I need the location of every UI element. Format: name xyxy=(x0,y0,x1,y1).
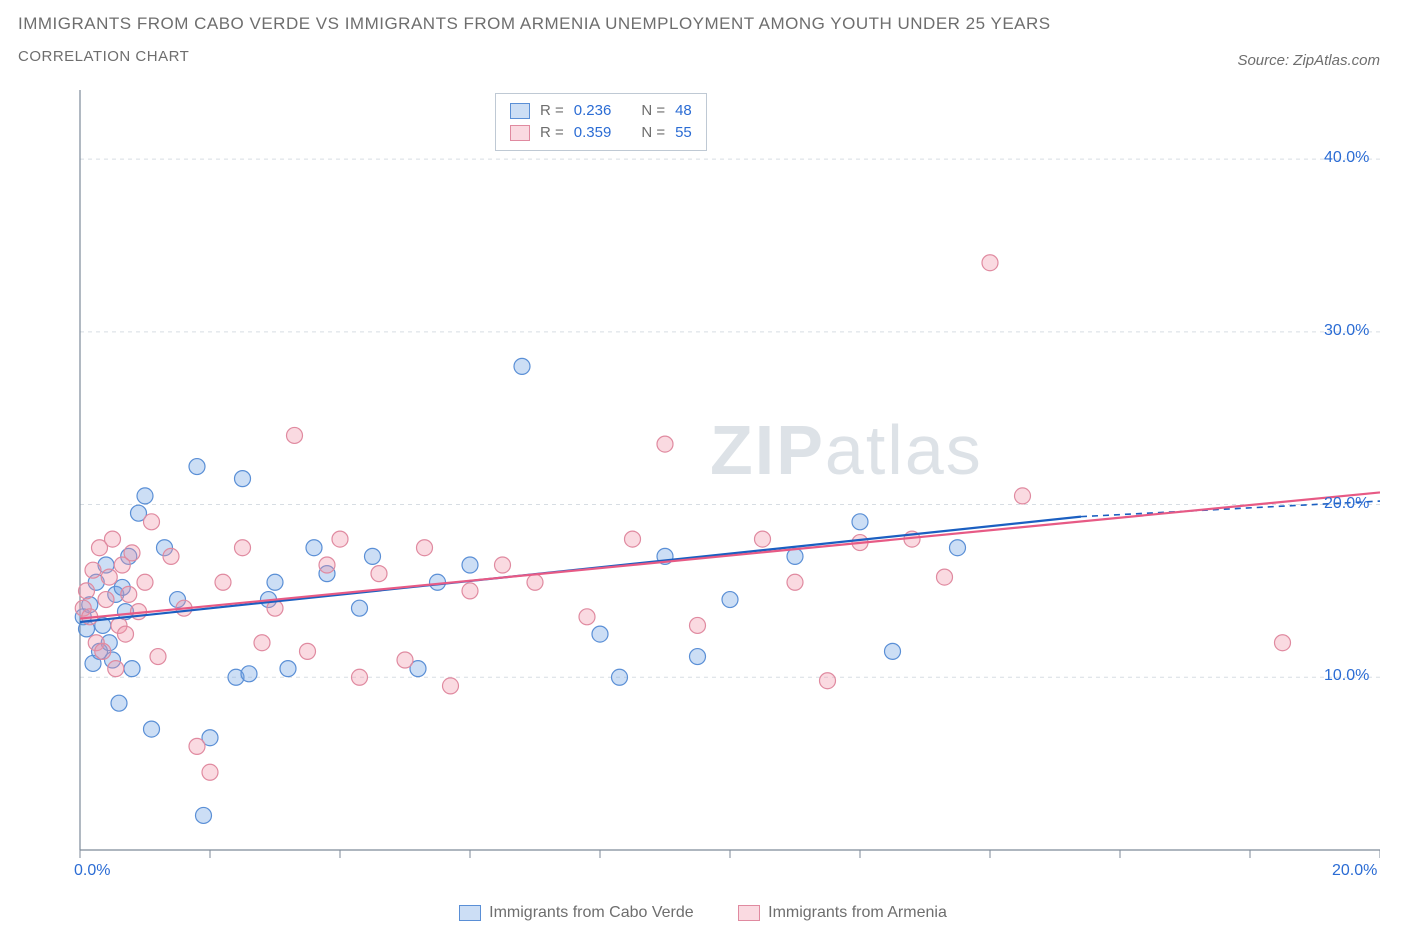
y-tick-label: 10.0% xyxy=(1324,667,1369,685)
y-tick-label: 20.0% xyxy=(1324,495,1369,513)
legend-n-value: 48 xyxy=(675,100,692,122)
legend-r-label: R = xyxy=(540,100,564,122)
legend-label-2: Immigrants from Armenia xyxy=(768,904,947,922)
x-tick-label: 0.0% xyxy=(74,862,110,880)
source-label: Source: ZipAtlas.com xyxy=(1237,52,1380,69)
x-tick-label: 20.0% xyxy=(1332,862,1377,880)
legend-label-1: Immigrants from Cabo Verde xyxy=(489,904,694,922)
legend-r-value: 0.359 xyxy=(574,122,612,144)
legend-row: R = 0.359 N = 55 xyxy=(510,122,692,144)
legend-swatch xyxy=(510,103,530,119)
legend-item-2: Immigrants from Armenia xyxy=(738,904,947,922)
legend-swatch-1 xyxy=(459,905,481,921)
y-tick-label: 30.0% xyxy=(1324,322,1369,340)
legend-n-label: N = xyxy=(641,100,665,122)
legend-r-label: R = xyxy=(540,122,564,144)
scatter-chart-svg xyxy=(60,90,1380,860)
chart-title-line2: CORRELATION CHART xyxy=(18,48,1051,65)
chart-title-line1: IMMIGRANTS FROM CABO VERDE VS IMMIGRANTS… xyxy=(18,14,1051,34)
y-tick-label: 40.0% xyxy=(1324,149,1369,167)
correlation-legend: R = 0.236 N = 48 R = 0.359 N = 55 xyxy=(495,93,707,151)
legend-swatch xyxy=(510,125,530,141)
legend-row: R = 0.236 N = 48 xyxy=(510,100,692,122)
legend-n-label: N = xyxy=(641,122,665,144)
chart-title-block: IMMIGRANTS FROM CABO VERDE VS IMMIGRANTS… xyxy=(18,14,1051,65)
legend-item-1: Immigrants from Cabo Verde xyxy=(459,904,694,922)
chart-area: ZIPatlas R =0.236N =48R =0.359N =55 0.0%… xyxy=(60,90,1380,860)
bottom-legend: Immigrants from Cabo Verde Immigrants fr… xyxy=(0,904,1406,926)
legend-r-value: 0.236 xyxy=(574,100,612,122)
legend-n-value: 55 xyxy=(675,122,692,144)
legend-swatch-2 xyxy=(738,905,760,921)
